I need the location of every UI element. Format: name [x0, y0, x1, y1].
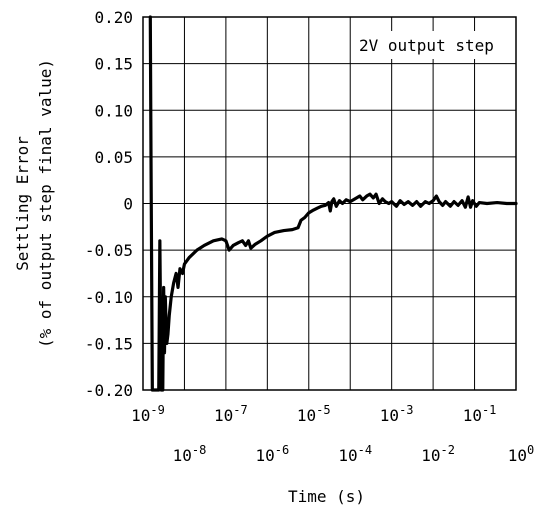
- tick-layer: 0.20 0.15 0.10 0.05 0 -0.05 -0.10 -0.15 -0.20 10-…: [85, 8, 534, 465]
- y-tick-label: -0.20: [85, 381, 133, 400]
- plot-frame: [142, 16, 517, 391]
- x-tick-label-upper: 10-5: [297, 403, 331, 425]
- annotation-box: 2V output step: [353, 31, 511, 59]
- y-tick-label: 0.20: [94, 8, 133, 27]
- y-tick-label: -0.10: [85, 288, 133, 307]
- y-axis-label-line-1: Settling Error: [13, 136, 32, 271]
- x-tick-label-upper: 10-7: [214, 403, 248, 425]
- annotation-text: 2V output step: [359, 36, 494, 55]
- x-tick-label-upper: 10-3: [380, 403, 414, 425]
- x-tick-label-upper: 10-1: [463, 403, 497, 425]
- y-tick-label: -0.05: [85, 241, 133, 260]
- series-layer: [148, 15, 518, 392]
- x-tick-label-upper: 10-9: [131, 403, 165, 425]
- x-tick-label-lower: 100: [508, 443, 535, 465]
- y-tick-label: -0.15: [85, 334, 133, 353]
- x-tick-label-lower: 10-2: [421, 443, 455, 465]
- series-line: [148, 15, 518, 392]
- x-tick-label-lower: 10-6: [255, 443, 289, 465]
- y-axis-label-line-2: (% of output step final value): [36, 59, 55, 348]
- plot-frame-layer: [142, 16, 517, 391]
- x-tick-label-lower: 10-4: [338, 443, 372, 465]
- y-tick-label: 0: [123, 195, 133, 214]
- y-tick-label: 0.05: [94, 148, 133, 167]
- y-tick-label: 0.10: [94, 101, 133, 120]
- y-tick-label: 0.15: [94, 55, 133, 74]
- x-axis-label: Time (s): [288, 487, 365, 506]
- x-tick-label-lower: 10-8: [173, 443, 207, 465]
